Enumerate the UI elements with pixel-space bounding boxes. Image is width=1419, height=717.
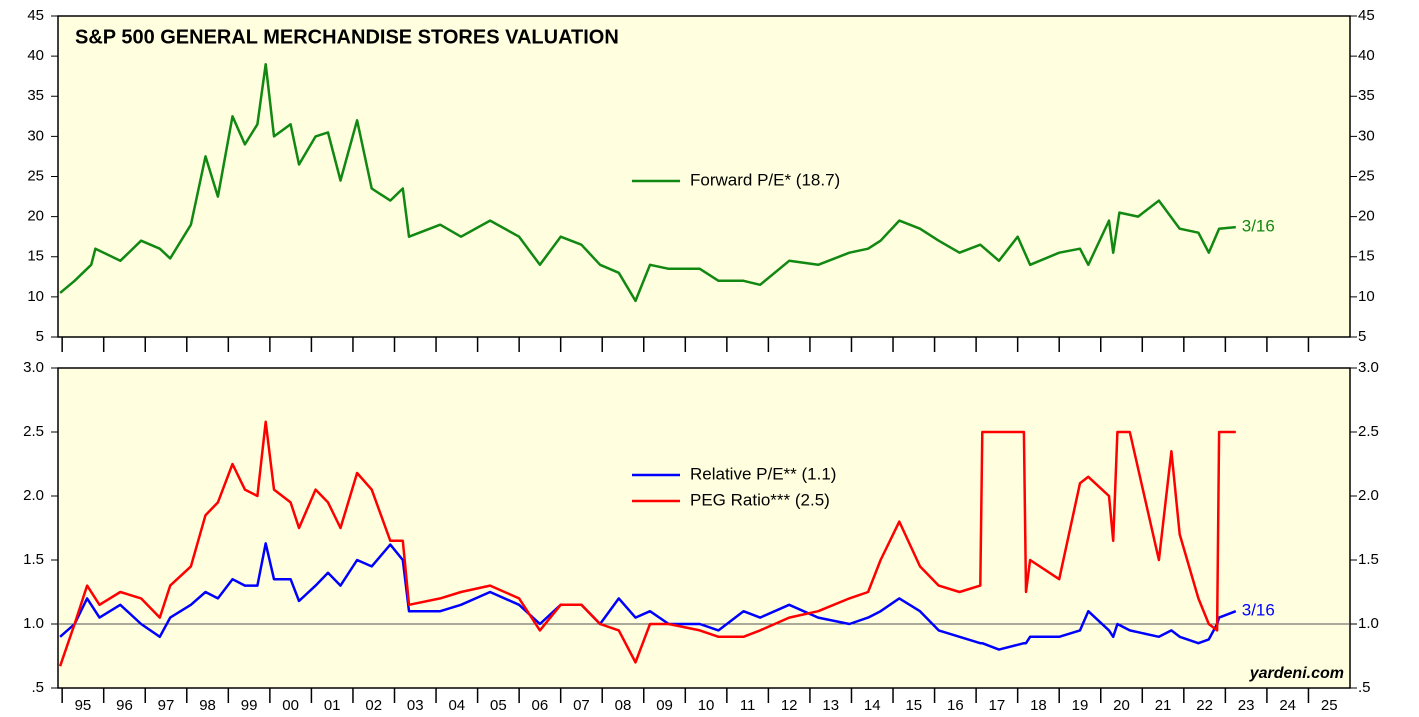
x-tick-label: 01 — [324, 697, 341, 714]
y-tick-label: 35 — [1358, 87, 1375, 104]
x-tick-label: 09 — [656, 697, 673, 714]
y-tick-label: 3.0 — [23, 359, 44, 376]
x-tick-label: 95 — [75, 697, 92, 714]
y-tick-label: 5 — [36, 328, 44, 345]
y-tick-label: 15 — [1358, 248, 1375, 265]
y-tick-label: 45 — [1358, 7, 1375, 24]
x-tick-label: 05 — [490, 697, 507, 714]
legend-label: Relative P/E** (1.1) — [690, 464, 836, 483]
series-line — [59, 62, 1236, 303]
x-tick-label: 15 — [905, 697, 922, 714]
y-tick-label: 20 — [27, 208, 44, 225]
x-tick-label: 18 — [1030, 697, 1047, 714]
y-tick-label: 30 — [27, 127, 44, 144]
x-tick-label: 21 — [1155, 697, 1172, 714]
y-tick-label: 15 — [27, 248, 44, 265]
y-tick-label: .5 — [31, 679, 44, 696]
plot-area — [57, 367, 1351, 689]
x-tick-label: 02 — [365, 697, 382, 714]
y-tick-label: 35 — [27, 87, 44, 104]
legend-label: PEG Ratio*** (2.5) — [690, 490, 830, 509]
x-tick-label: 08 — [615, 697, 632, 714]
series-line — [59, 542, 1237, 651]
x-tick-label: 99 — [241, 697, 258, 714]
x-tick-label: 06 — [532, 697, 549, 714]
y-tick-label: 2.5 — [1358, 423, 1379, 440]
y-tick-label: 45 — [27, 7, 44, 24]
plot-area — [57, 15, 1351, 338]
x-tick-label: 22 — [1196, 697, 1213, 714]
x-tick-label: 10 — [698, 697, 715, 714]
y-tick-label: 30 — [1358, 127, 1375, 144]
source: yardeni.com — [1249, 665, 1344, 682]
x-tick-label: 13 — [822, 697, 839, 714]
x-tick-label: 03 — [407, 697, 424, 714]
y-tick-label: 1.0 — [23, 615, 44, 632]
y-tick-label: 2.5 — [23, 423, 44, 440]
x-tick-label: 00 — [282, 697, 299, 714]
x-tick-label: 20 — [1113, 697, 1130, 714]
y-tick-label: 1.5 — [23, 551, 44, 568]
x-tick-label: 04 — [448, 697, 465, 714]
chart-title: S&P 500 GENERAL MERCHANDISE STORES VALUA… — [75, 26, 619, 48]
x-tick-label: 07 — [573, 697, 590, 714]
y-tick-label: 10 — [1358, 288, 1375, 305]
x-tick-label: 16 — [947, 697, 964, 714]
y-tick-label: 25 — [27, 167, 44, 184]
y-tick-label: 2.0 — [23, 487, 44, 504]
x-tick-label: 12 — [781, 697, 798, 714]
x-tick-label: 25 — [1321, 697, 1338, 714]
y-tick-label: 10 — [27, 288, 44, 305]
y-tick-label: .5 — [1358, 679, 1371, 696]
x-tick-label: 14 — [864, 697, 881, 714]
legend-label: Forward P/E* (18.7) — [690, 170, 840, 189]
y-tick-label: 1.5 — [1358, 551, 1379, 568]
y-tick-label: 40 — [27, 47, 44, 64]
y-tick-label: 3.0 — [1358, 359, 1379, 376]
x-tick-label: 96 — [116, 697, 133, 714]
x-tick-label: 19 — [1072, 697, 1089, 714]
x-tick-label: 97 — [158, 697, 175, 714]
y-tick-label: 5 — [1358, 328, 1366, 345]
x-tick-label: 24 — [1279, 697, 1296, 714]
series-line — [58, 420, 1236, 667]
y-tick-label: 40 — [1358, 47, 1375, 64]
y-tick-label: 1.0 — [1358, 615, 1379, 632]
x-tick-label: 98 — [199, 697, 216, 714]
y-tick-label: 25 — [1358, 167, 1375, 184]
y-tick-label: 2.0 — [1358, 487, 1379, 504]
annotation: 3/16 — [1242, 601, 1275, 620]
x-tick-label: 17 — [989, 697, 1006, 714]
x-tick-label: 11 — [740, 697, 756, 714]
annotation: 3/16 — [1242, 217, 1275, 236]
y-tick-label: 20 — [1358, 208, 1375, 225]
x-tick-label: 23 — [1238, 697, 1255, 714]
